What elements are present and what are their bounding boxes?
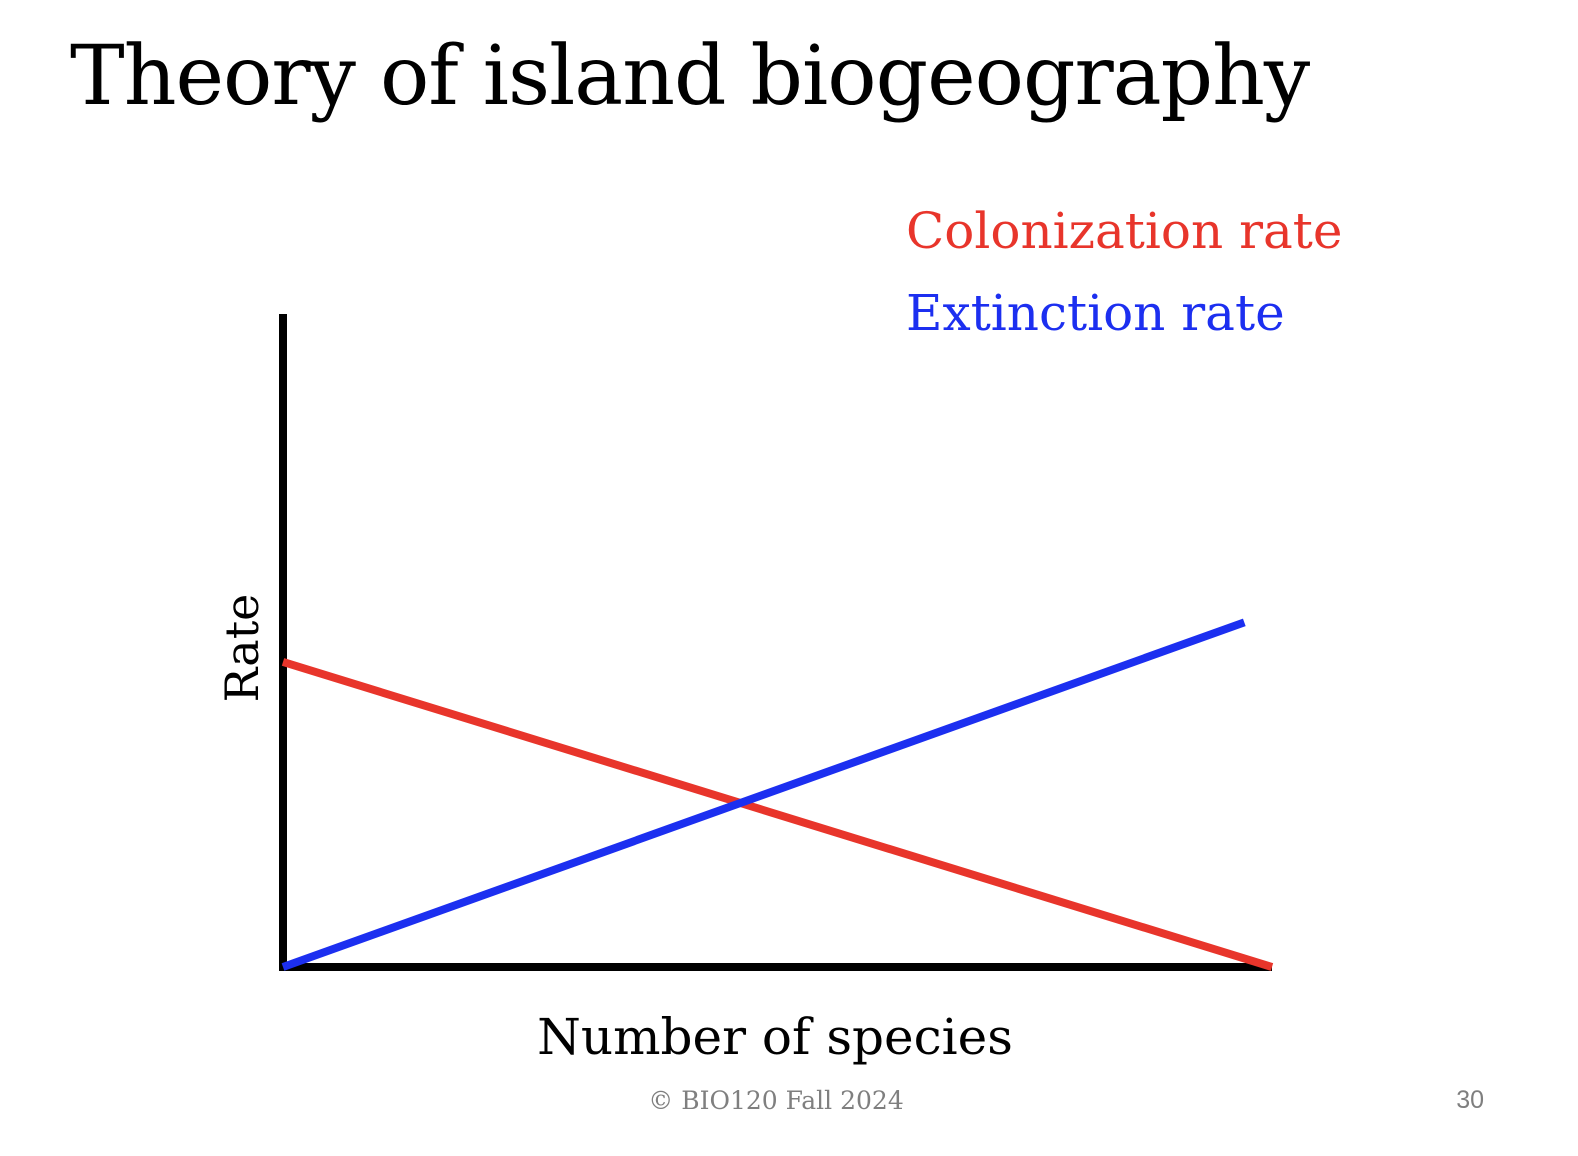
extinction-rate-line xyxy=(281,618,1246,971)
legend-colonization-rate: Colonization rate xyxy=(906,202,1343,260)
y-axis-label: Rate xyxy=(215,593,269,703)
colonization-rate-line xyxy=(281,658,1274,971)
chart-legend: Colonization rate Extinction rate xyxy=(906,190,1342,354)
slide-title: Theory of island biogeography xyxy=(70,29,1310,124)
legend-extinction-rate: Extinction rate xyxy=(906,284,1285,342)
x-axis-label: Number of species xyxy=(537,1008,1013,1066)
page-number: 30 xyxy=(1456,1086,1484,1114)
slide-footer: © BIO120 Fall 2024 xyxy=(648,1086,904,1115)
